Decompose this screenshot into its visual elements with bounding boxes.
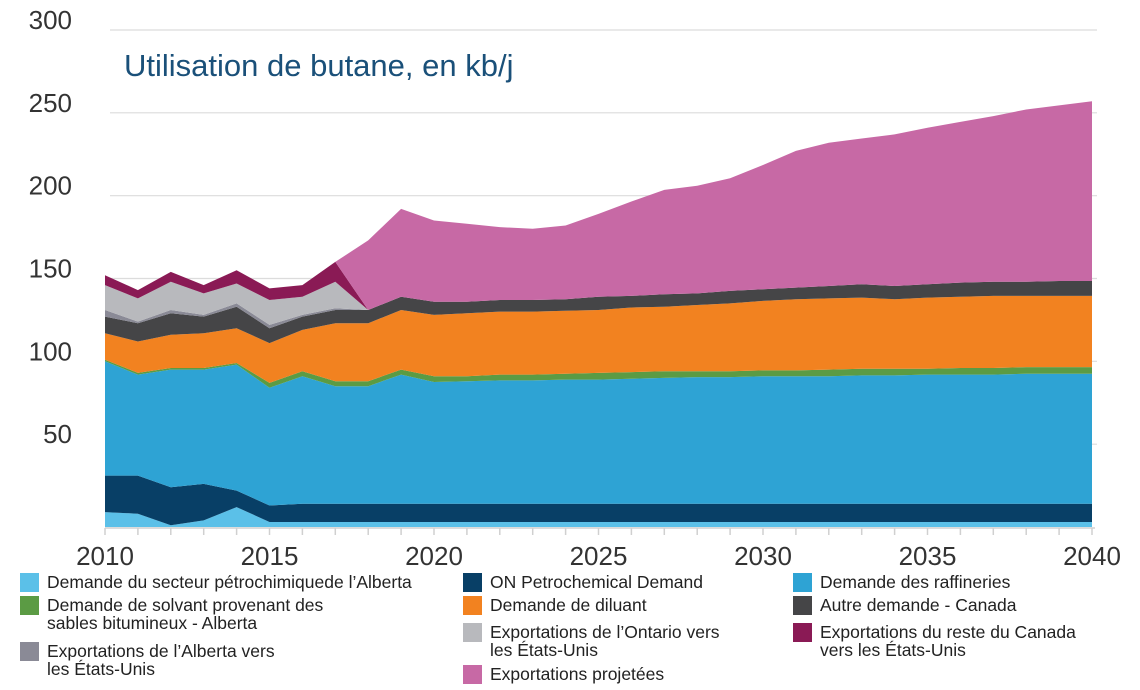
legend-swatch [793,573,812,592]
y-tick-label: 150 [29,254,72,284]
area-series-1 [105,507,1092,527]
legend-item: Exportations du reste du Canada vers les… [793,623,1076,659]
legend-label: Exportations de l’Ontario vers les États… [490,622,720,660]
legend-swatch [463,573,482,592]
area-series-5 [105,295,1092,383]
x-tick-label: 2040 [1063,541,1121,571]
legend-label: Exportations projetées [490,664,665,684]
y-tick-label: 250 [29,88,72,118]
x-axis: 2010 2015 2020 2025 2030 2035 2040 [76,527,1121,571]
area-series-4 [105,359,1092,388]
legend-item: Demande du secteur pétrochimiquede l’Alb… [20,573,412,592]
legend-swatch [793,623,812,642]
x-tick-label: 2010 [76,541,134,571]
legend-label: Demande de solvant provenant des sables … [47,595,324,633]
area-series-6 [105,281,1092,344]
legend-swatch [793,596,812,615]
chart-title: Utilisation de butane, en kb/j [124,48,513,83]
legend-swatch [463,665,482,684]
x-tick-label: 2015 [241,541,299,571]
legend-label: Autre demande - Canada [820,595,1017,615]
legend-item: Demande de solvant provenant des sables … [20,596,323,632]
x-tick-label: 2030 [734,541,792,571]
y-tick-label: 300 [29,5,72,35]
legend-swatch [463,623,482,642]
legend-swatch [463,596,482,615]
legend-item: ON Petrochemical Demand [463,573,703,592]
x-tick-label: 2035 [899,541,957,571]
area-series-10 [105,101,1092,310]
area-series [105,101,1092,527]
legend-label: Demande des raffineries [820,572,1011,592]
y-tick-label: 50 [43,419,72,449]
y-axis: 50 100 150 200 250 300 [29,5,72,449]
x-tick-label: 2020 [405,541,463,571]
legend-label: Demande du secteur pétrochimiquede l’Alb… [47,572,412,592]
legend-label: Exportations du reste du Canada vers les… [820,622,1076,660]
y-tick-label: 200 [29,171,72,201]
area-series-2 [105,475,1092,526]
area-series-9 [105,261,1092,310]
legend-swatch [20,573,39,592]
area-series-8 [105,281,1092,325]
x-tick-label: 2025 [570,541,628,571]
legend-label: Exportations de l’Alberta vers les États… [47,641,275,679]
legend-label: ON Petrochemical Demand [490,572,703,592]
legend-swatch [20,642,39,661]
y-tick-label: 100 [29,336,72,366]
area-series-3 [105,361,1092,506]
legend-item: Exportations projetées [463,665,664,684]
legend-item: Exportations de l’Ontario vers les États… [463,623,720,659]
legend-item: Demande des raffineries [793,573,1010,592]
legend-item: Demande de diluant [463,596,647,615]
legend-label: Demande de diluant [490,595,647,615]
legend-item: Autre demande - Canada [793,596,1017,615]
legend-swatch [20,596,39,615]
legend-item: Exportations de l’Alberta vers les États… [20,642,275,678]
